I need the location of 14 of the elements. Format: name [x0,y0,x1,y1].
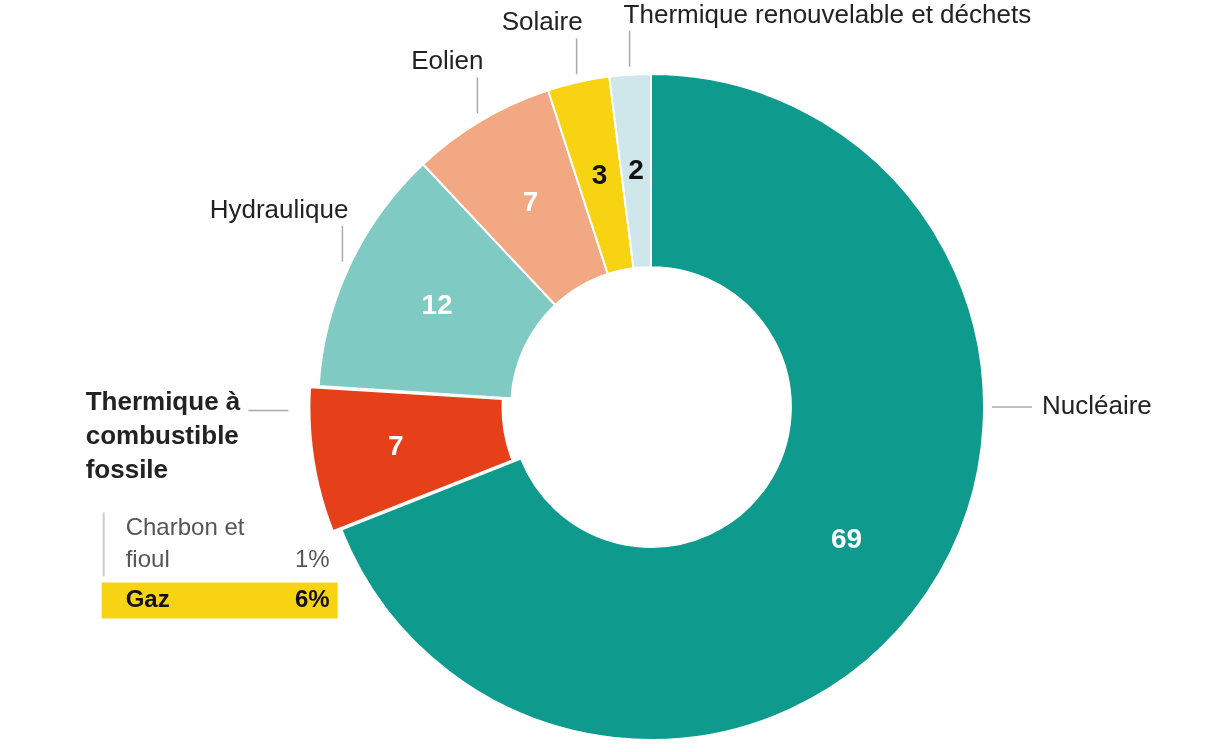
data-label: 2 [628,153,644,185]
text: Gaz 6% [125,585,330,613]
slice-label: Solaire [501,6,583,37]
data-label: 69 [830,522,863,554]
slice-label: Thermique renouvelable et déchets [623,0,1032,29]
data-label: 3 [591,158,608,190]
data-label: 7 [522,186,539,218]
slice-label: Nucléaire [1042,390,1152,421]
text: Charbon et fioul 1% [125,513,330,573]
data-label: 7 [387,430,404,462]
data-label: 12 [421,289,453,321]
slice-label: Hydraulique [209,193,349,224]
slice-label: Thermique à combustible fossile [85,385,241,484]
slice-label: Eolien [411,45,484,76]
